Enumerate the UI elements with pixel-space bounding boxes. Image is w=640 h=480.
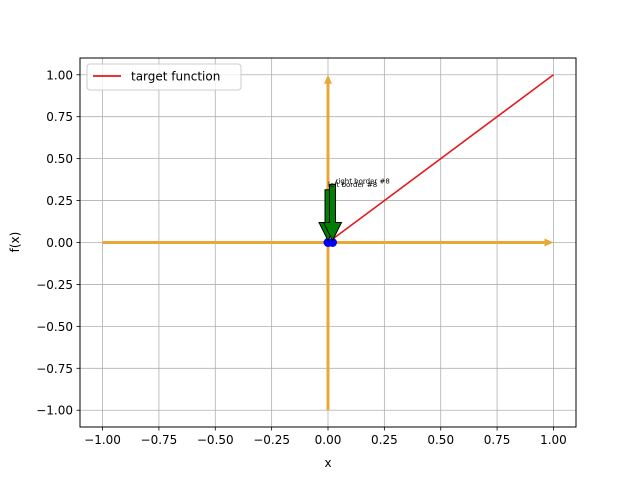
x-tick-label: 0.75: [484, 433, 511, 447]
points-layer: [323, 238, 338, 247]
x-tick-label: 0.25: [371, 433, 398, 447]
x-tick-label: −0.50: [197, 433, 234, 447]
y-tick-label: −1.00: [36, 404, 73, 418]
legend-label: target function: [131, 70, 220, 84]
left-border-annotation: left border #8: [328, 181, 377, 189]
y-tick-label: 0.00: [46, 236, 73, 250]
y-tick-label: 0.50: [46, 152, 73, 166]
y-tick-label: −0.75: [36, 362, 73, 376]
data-point: [328, 238, 338, 247]
legend-box: [86, 63, 242, 91]
x-tick-label: 0.50: [427, 433, 454, 447]
y-tick-label: 1.00: [46, 68, 73, 82]
x-tick-label: −1.00: [84, 433, 121, 447]
y-tick-label: 0.25: [46, 194, 73, 208]
y-tick-label: 0.75: [46, 110, 73, 124]
y-tick-label: −0.50: [36, 320, 73, 334]
horizontal-axis-arrow-head: [544, 238, 554, 247]
annotation-arrow: [322, 183, 343, 242]
series-layer: [327, 74, 554, 244]
x-tick-label: −0.75: [141, 433, 178, 447]
x-tick-label: 0.00: [315, 433, 342, 447]
x-tick-label: −0.25: [253, 433, 290, 447]
legend: target function: [86, 63, 242, 91]
x-axis-label: x: [324, 456, 331, 470]
target-function-line: [327, 74, 554, 244]
ticks: −1.00 −0.75 −0.50 −0.25 0.00 0.25 0.50 0.75 1.00…: [36, 68, 567, 447]
x-tick-label: 1.00: [540, 433, 567, 447]
y-axis-label: f(x): [8, 232, 22, 253]
y-tick-label: −0.25: [36, 278, 73, 292]
vertical-axis-arrow-head: [324, 74, 332, 84]
right-border-annotation: right border #8: [336, 177, 390, 185]
